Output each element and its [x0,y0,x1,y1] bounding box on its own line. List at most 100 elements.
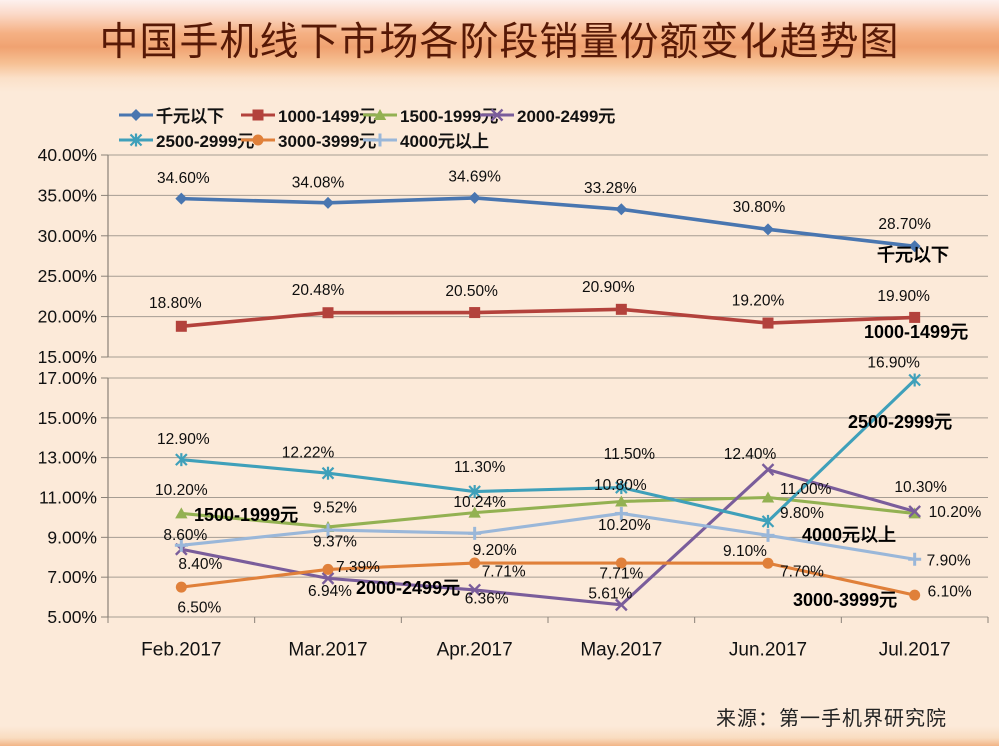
data-point-marker-diamond [908,240,921,253]
data-point-marker-plus [761,528,775,542]
svg-text:9.20%: 9.20% [473,542,517,559]
svg-text:12.90%: 12.90% [157,431,210,448]
svg-text:34.08%: 34.08% [292,174,345,191]
series-data-labels: 10.20% 9.52% 10.24% 10.80% 11.00% 10.20% [155,477,981,521]
y-axis-tick-label: 15.00% [38,347,97,367]
svg-text:19.20%: 19.20% [732,293,785,310]
data-point-marker-square [909,311,921,323]
y-axis-tick-label: 35.00% [38,185,97,205]
svg-text:6.50%: 6.50% [177,600,221,617]
data-point-marker-circle [469,557,481,569]
data-point-marker-circle [909,589,921,601]
data-point-marker-x [908,505,922,518]
series-2500-2999元 [175,373,921,528]
svg-text:7.39%: 7.39% [336,559,380,576]
x-axis-label: Mar.2017 [288,640,367,661]
data-point-marker-star [761,514,775,528]
data-point-marker-circle [615,557,627,569]
source-caption: 来源：第一手机界研究院 [716,708,947,730]
y-axis-tick-label: 7.00% [47,567,97,587]
series-3000-3999元 [175,557,921,601]
data-point-marker-plus [614,506,628,520]
series-data-labels: 6.50% 7.39% 7.71% 7.71% 7.70% 6.10% [177,559,971,617]
y-axis-tick-label: 9.00% [47,527,97,547]
data-point-marker-star [175,453,188,467]
data-point-marker-square [762,317,774,329]
svg-text:11.30%: 11.30% [454,459,506,476]
data-point-marker-star [468,485,481,499]
x-axis-label: May.2017 [580,640,662,661]
series-data-labels: 8.40% 6.94% 6.36% 5.61% 12.40% 10.30% [178,446,947,607]
svg-text:5.61%: 5.61% [588,585,632,602]
series-annotation: 4000元以上 [802,525,896,545]
data-point-marker-x [321,572,335,585]
data-point-marker-diamond [468,191,481,204]
data-point-marker-x [761,463,775,476]
data-point-marker-circle [175,581,187,593]
series-data-labels: 34.60% 34.08% 34.69% 33.28% 30.80% 28.70% [157,168,931,232]
y-axis-tick-label: 13.00% [38,448,97,468]
svg-text:7.71%: 7.71% [482,564,526,581]
svg-text:10.20%: 10.20% [598,517,651,534]
svg-text:9.52%: 9.52% [313,499,357,516]
y-axis-tick-label: 25.00% [38,266,97,286]
data-point-marker-plus [174,538,188,552]
svg-text:6.94%: 6.94% [308,583,352,600]
data-point-marker-diamond [615,203,628,216]
svg-text:20.50%: 20.50% [445,283,498,300]
x-axis-label: Jun.2017 [729,640,807,661]
data-point-marker-square [322,307,334,319]
series-annotation: 2000-2499元 [356,578,460,598]
svg-text:16.90%: 16.90% [867,354,920,371]
chart-title: 中国手机线下市场各阶段销量份额变化趋势图 [99,20,900,65]
svg-text:8.60%: 8.60% [163,527,207,544]
data-point-marker-triangle [761,491,775,503]
y-axis-tick-label: 11.00% [39,488,97,508]
data-point-marker-diamond [762,223,774,236]
svg-text:10.20%: 10.20% [929,504,982,521]
series-千元以下 [175,191,921,253]
data-point-marker-square [615,303,627,315]
svg-text:34.60%: 34.60% [157,170,210,187]
y-axis-tick-label: 5.00% [47,607,97,627]
svg-text:10.30%: 10.30% [894,479,947,496]
series-data-labels: 8.60% 9.37% 9.20% 10.20% 9.10% 7.90% [163,517,970,570]
svg-text:9.80%: 9.80% [780,505,824,522]
y-axis-tick-label: 17.00% [38,368,97,388]
x-axis-label: Jul.2017 [879,640,951,661]
y-axis-tick-label: 30.00% [38,226,97,246]
data-point-marker-triangle [175,507,188,519]
data-point-marker-star [615,481,628,495]
data-point-marker-diamond [175,192,188,205]
svg-text:30.80%: 30.80% [733,199,786,216]
data-point-marker-plus [908,552,922,566]
svg-text:6.10%: 6.10% [928,584,972,601]
svg-text:6.36%: 6.36% [465,590,509,607]
x-axis-label: Apr.2017 [437,640,513,661]
series-annotation: 1000-1499元 [864,322,968,342]
series-annotation: 3000-3999元 [793,590,897,610]
svg-text:7.71%: 7.71% [599,566,643,583]
data-point-marker-circle [322,563,334,575]
data-point-marker-star [908,373,921,387]
data-point-marker-triangle [615,495,628,507]
data-point-marker-square [175,320,187,332]
series-data-labels: 18.80% 20.48% 20.50% 20.90% 19.20% 19.90% [149,279,930,312]
y-axis-tick-label: 20.00% [38,307,97,327]
svg-text:11.50%: 11.50% [604,446,656,463]
svg-text:10.20%: 10.20% [155,482,208,499]
series-annotation: 千元以下 [877,245,949,265]
data-point-marker-square [469,307,481,319]
svg-text:7.70%: 7.70% [780,564,824,581]
data-point-marker-star [321,466,335,480]
svg-text:20.90%: 20.90% [582,279,635,296]
svg-text:9.37%: 9.37% [313,533,357,550]
series-annotation: 1500-1999元 [194,505,298,525]
svg-text:9.10%: 9.10% [723,543,767,560]
svg-text:19.90%: 19.90% [877,288,930,305]
svg-text:33.28%: 33.28% [584,180,637,197]
data-point-marker-plus [321,523,335,537]
svg-text:7.90%: 7.90% [927,553,971,570]
svg-text:28.70%: 28.70% [878,216,931,233]
